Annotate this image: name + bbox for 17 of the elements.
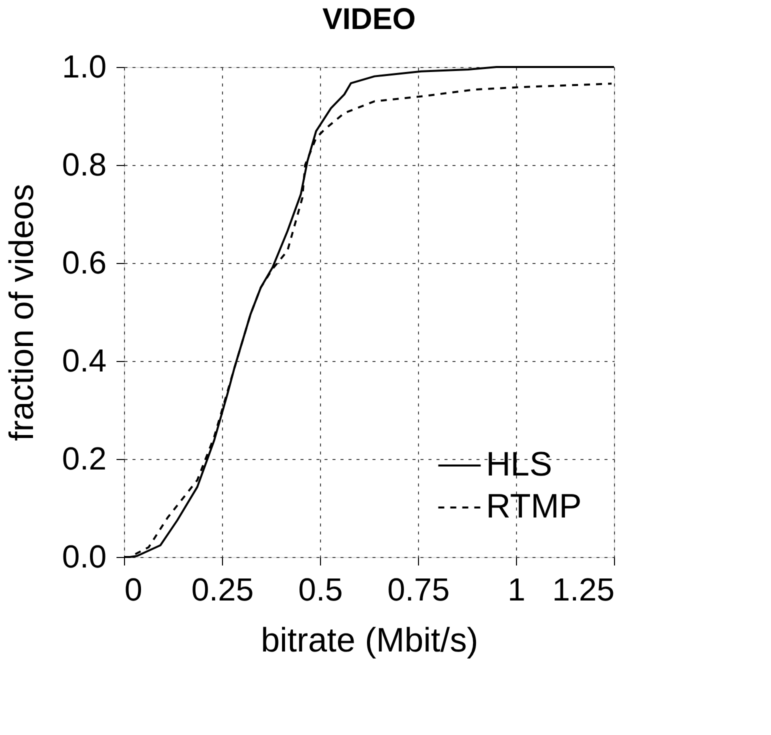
x-tick-label: 0.75 — [387, 572, 450, 608]
y-tick-label: 0.6 — [62, 244, 106, 280]
x-tick-label: 0 — [124, 572, 142, 608]
chart-title: VIDEO — [322, 3, 416, 36]
x-axis-title: bitrate (Mbit/s) — [260, 622, 478, 660]
y-tick-label: 0.8 — [62, 146, 106, 182]
x-tick-label: 1 — [508, 572, 526, 608]
x-tick-label: 0.5 — [298, 572, 343, 608]
x-tick-label: 0.25 — [191, 572, 254, 608]
legend-label: RTMP — [486, 488, 582, 526]
legend-label: HLS — [486, 446, 552, 484]
y-tick-label: 0.2 — [62, 440, 106, 476]
x-tick-label: 1.25 — [552, 572, 614, 608]
y-axis-title: fraction of videos — [3, 184, 42, 442]
y-tick-label: 0.0 — [62, 538, 106, 574]
y-tick-label: 0.4 — [62, 342, 106, 378]
y-tick-label: 1.0 — [62, 48, 106, 84]
